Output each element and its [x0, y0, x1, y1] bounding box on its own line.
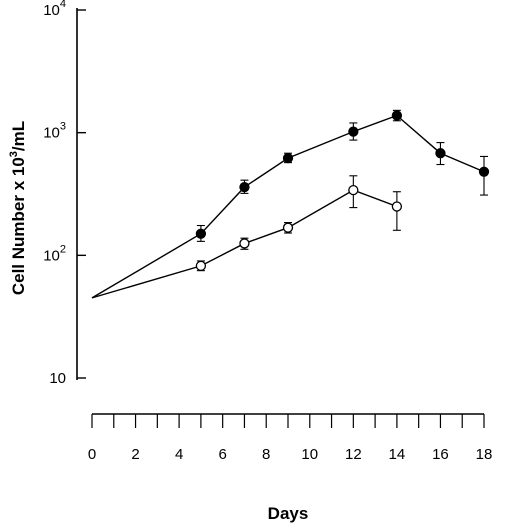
y-tick-label: 104 [43, 0, 66, 19]
y-tick-label: 102 [43, 243, 66, 264]
series-1-point [282, 152, 294, 164]
y-tick-label-exponent: 2 [60, 243, 66, 255]
y-tick-label: 10 [49, 370, 66, 387]
x-tick-label: 6 [218, 446, 226, 463]
x-tick-label: 0 [88, 446, 96, 463]
y-tick-label-base: 10 [43, 125, 60, 142]
y-tick-label-exponent: 3 [60, 121, 66, 133]
x-ticks: 0 2 4 6 8 10 12 14 16 18 [88, 414, 493, 463]
series-2-point [348, 184, 359, 196]
y-tick-label: 103 [43, 121, 66, 142]
series-1-point [348, 126, 359, 137]
x-tick-label: 4 [175, 446, 183, 463]
x-tick-label: 16 [432, 446, 449, 463]
series-2-line [91, 189, 398, 299]
y-axis-title: Cell Number x 103/mL [8, 121, 28, 295]
series-layer [91, 109, 490, 299]
y-tick-label-exponent: 4 [60, 0, 66, 10]
series-1-point [391, 110, 403, 121]
x-axis-title: Days [268, 504, 309, 523]
y-tick-label-base: 10 [49, 370, 66, 387]
x-tick-label: 12 [345, 446, 362, 463]
y-axis-title-suffix: /mL [9, 121, 28, 151]
x-tick-label: 8 [262, 446, 270, 463]
x-tick-label: 14 [389, 446, 406, 463]
series-1-point [239, 181, 250, 193]
series-2-point [391, 201, 403, 212]
y-axis-title-superscript: 3 [8, 151, 20, 157]
x-tick-label: 18 [476, 446, 493, 463]
y-tick-label-base: 10 [43, 247, 60, 264]
x-tick-label: 10 [301, 446, 318, 463]
series-1-point [478, 166, 490, 177]
y-axis-title-main: Cell Number x 10 [9, 157, 28, 295]
series-2-point [239, 238, 250, 249]
series-1-line [91, 114, 485, 299]
y-tick-label-base: 10 [43, 2, 60, 19]
series-1-point [435, 148, 446, 159]
series-2-point [195, 260, 207, 272]
x-tick-label: 2 [131, 446, 139, 463]
series-1-point [195, 228, 207, 239]
series-2-point [282, 222, 294, 233]
